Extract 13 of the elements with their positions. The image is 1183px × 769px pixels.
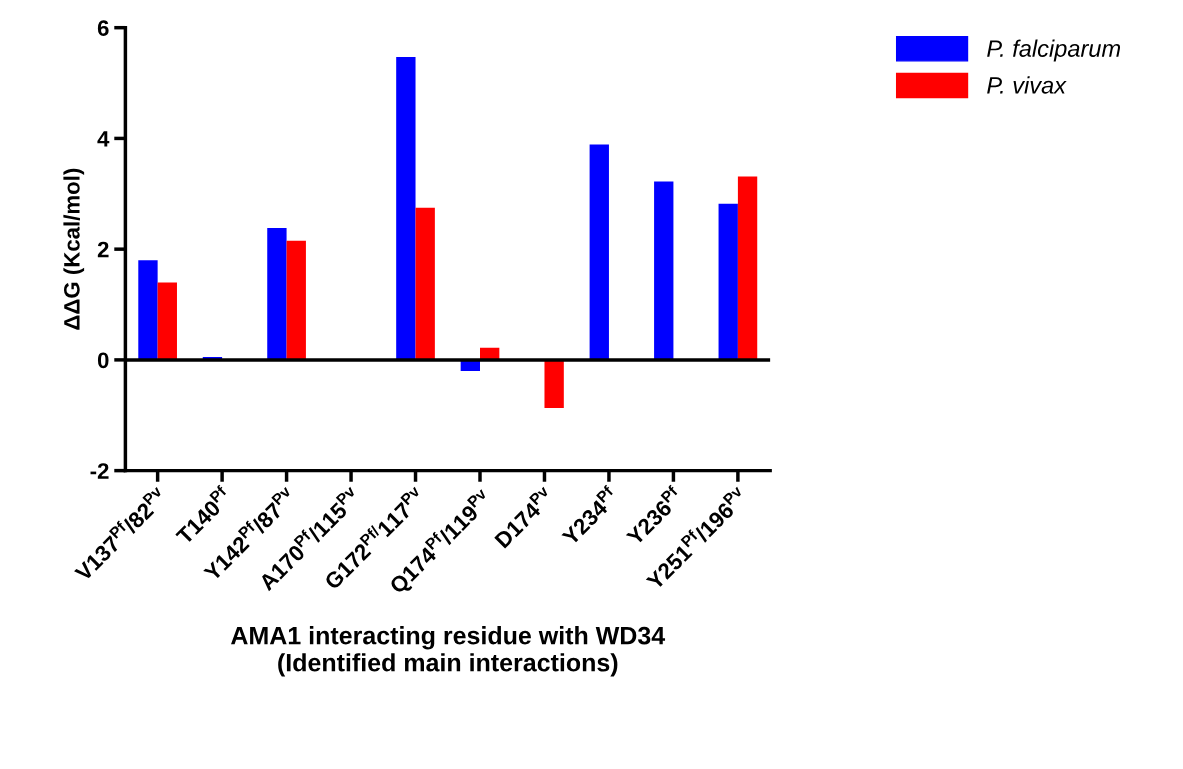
x-tick-label: D174$^{Pv}$ xyxy=(491,485,556,549)
x-axis-title: AMA1 interacting residue with WD34 (Identified main interactions) xyxy=(231,626,666,677)
x-tick-label: V137$^{Pf}$/82$^{Pv}$ xyxy=(71,484,169,583)
y-tick-label: 2 xyxy=(97,241,109,258)
y-tick-label: 6 xyxy=(97,20,109,36)
y-tick-label: 0 xyxy=(97,352,109,369)
x-tick-label: Y234$^{Pf}$ xyxy=(558,484,620,547)
x-tick-label: Y236$^{Pf}$ xyxy=(625,484,679,547)
y-tick-label: 4 xyxy=(97,131,110,147)
y-axis-title: ΔΔG (Kcal/mol) xyxy=(63,168,85,330)
legend-label: P. vivax xyxy=(987,76,1067,94)
legend-label: P. falciparum xyxy=(987,39,1121,62)
y-tick-label: -2 xyxy=(90,463,109,479)
